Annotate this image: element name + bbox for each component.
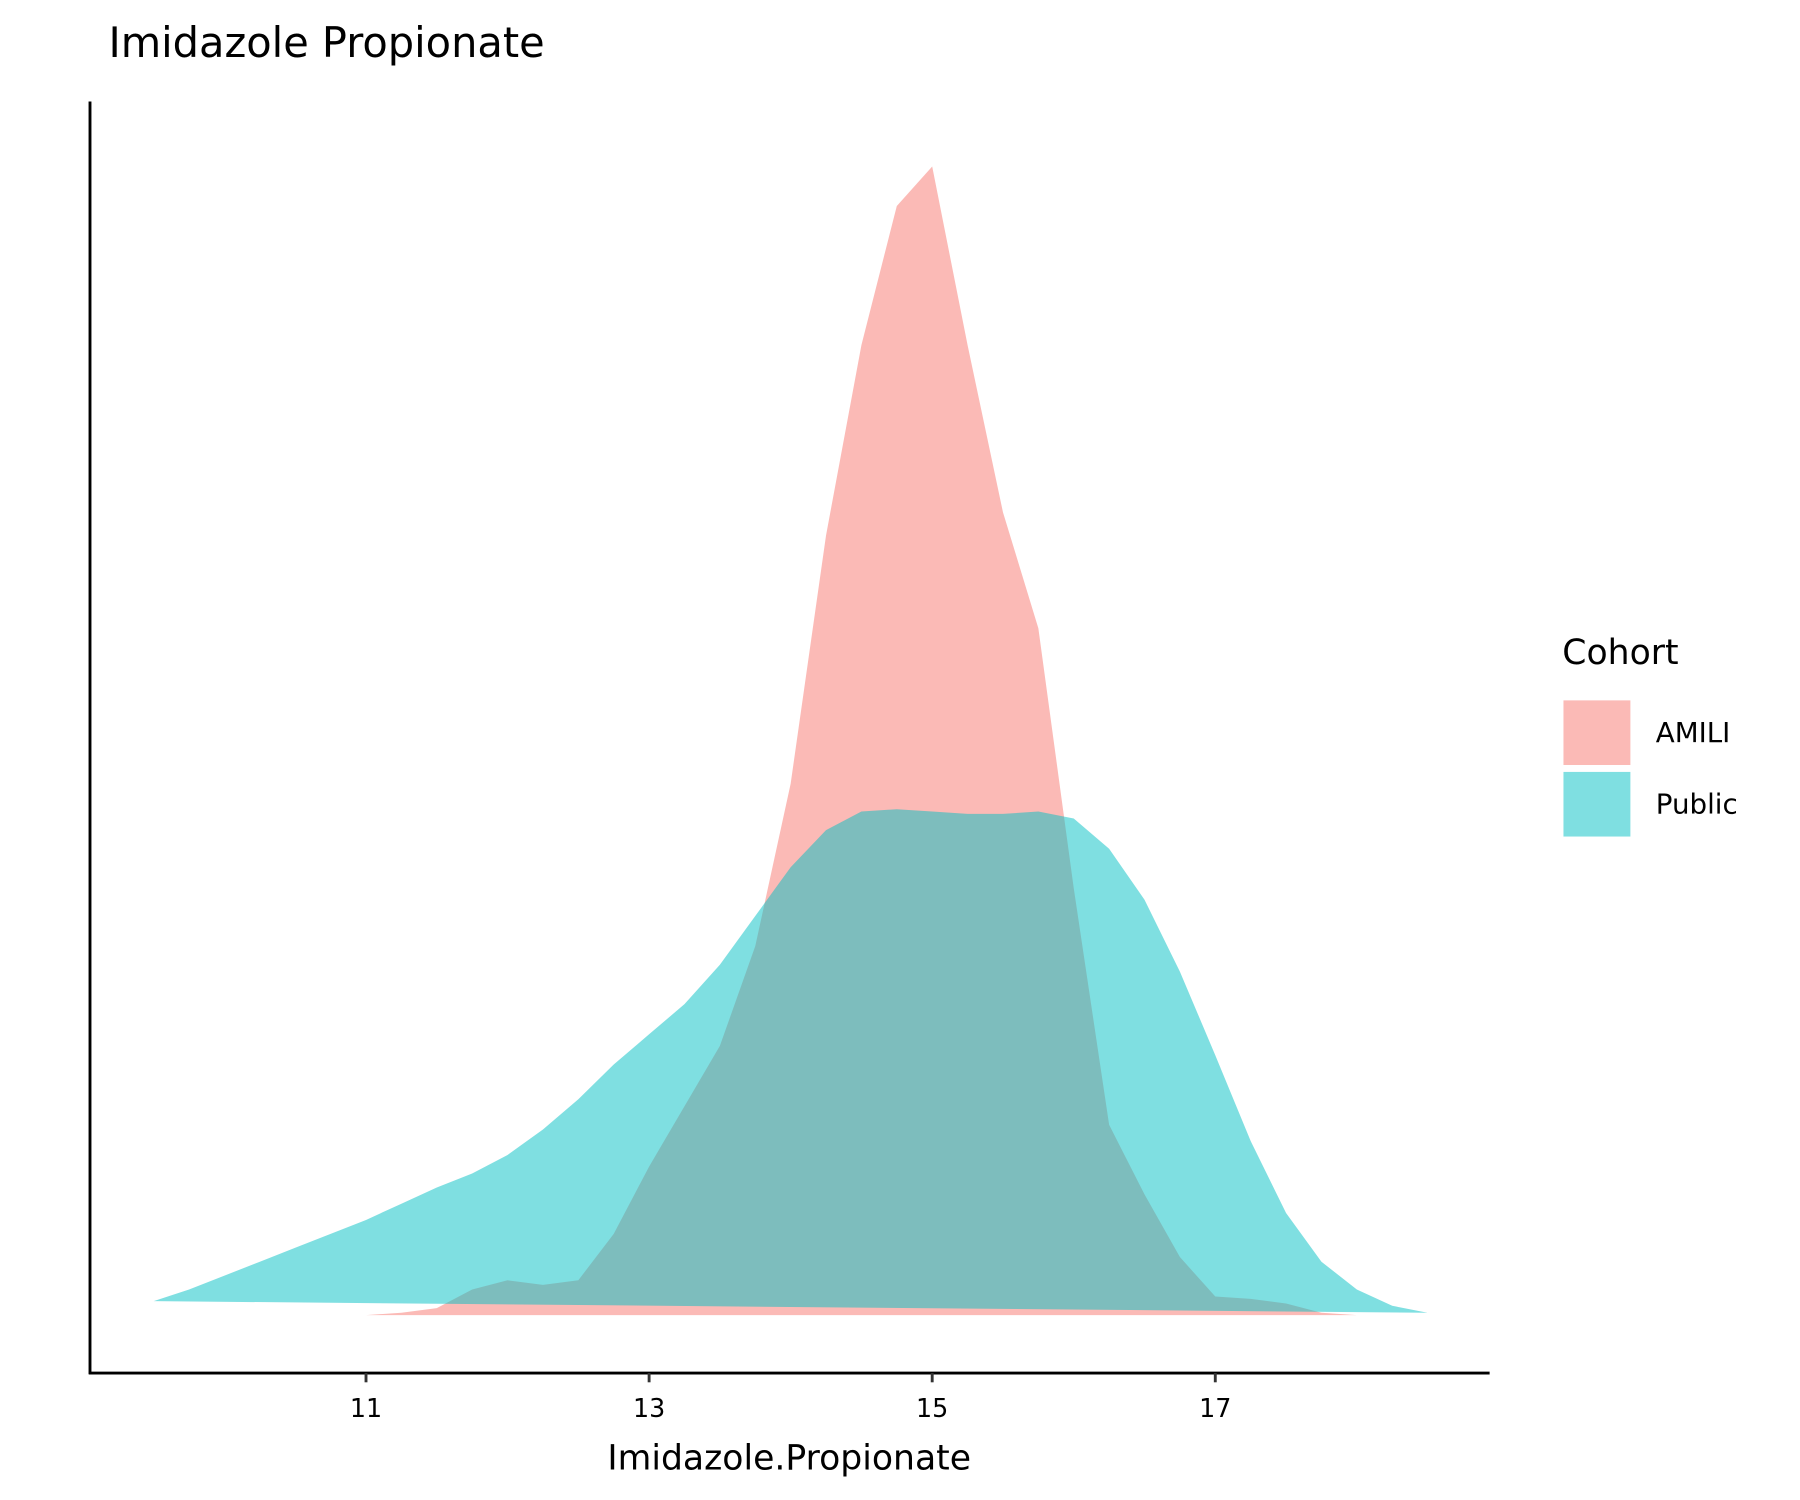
legend-key <box>1563 771 1631 837</box>
legend-title: Cohort <box>1562 633 1678 673</box>
x-tick-label: 11 <box>350 1393 382 1423</box>
legend-label: Public <box>1656 787 1738 820</box>
legend-label: AMILI <box>1656 716 1731 749</box>
x-tick-label: 13 <box>633 1393 665 1423</box>
density-area <box>153 809 1428 1313</box>
legend-key <box>1563 700 1631 765</box>
x-axis-label: Imidazole.Propionate <box>607 1439 971 1479</box>
chart-title: Imidazole Propionate <box>108 18 544 67</box>
plot-area <box>153 166 1428 1316</box>
x-tick-label: 15 <box>916 1393 948 1423</box>
x-tick-label: 17 <box>1199 1393 1231 1423</box>
